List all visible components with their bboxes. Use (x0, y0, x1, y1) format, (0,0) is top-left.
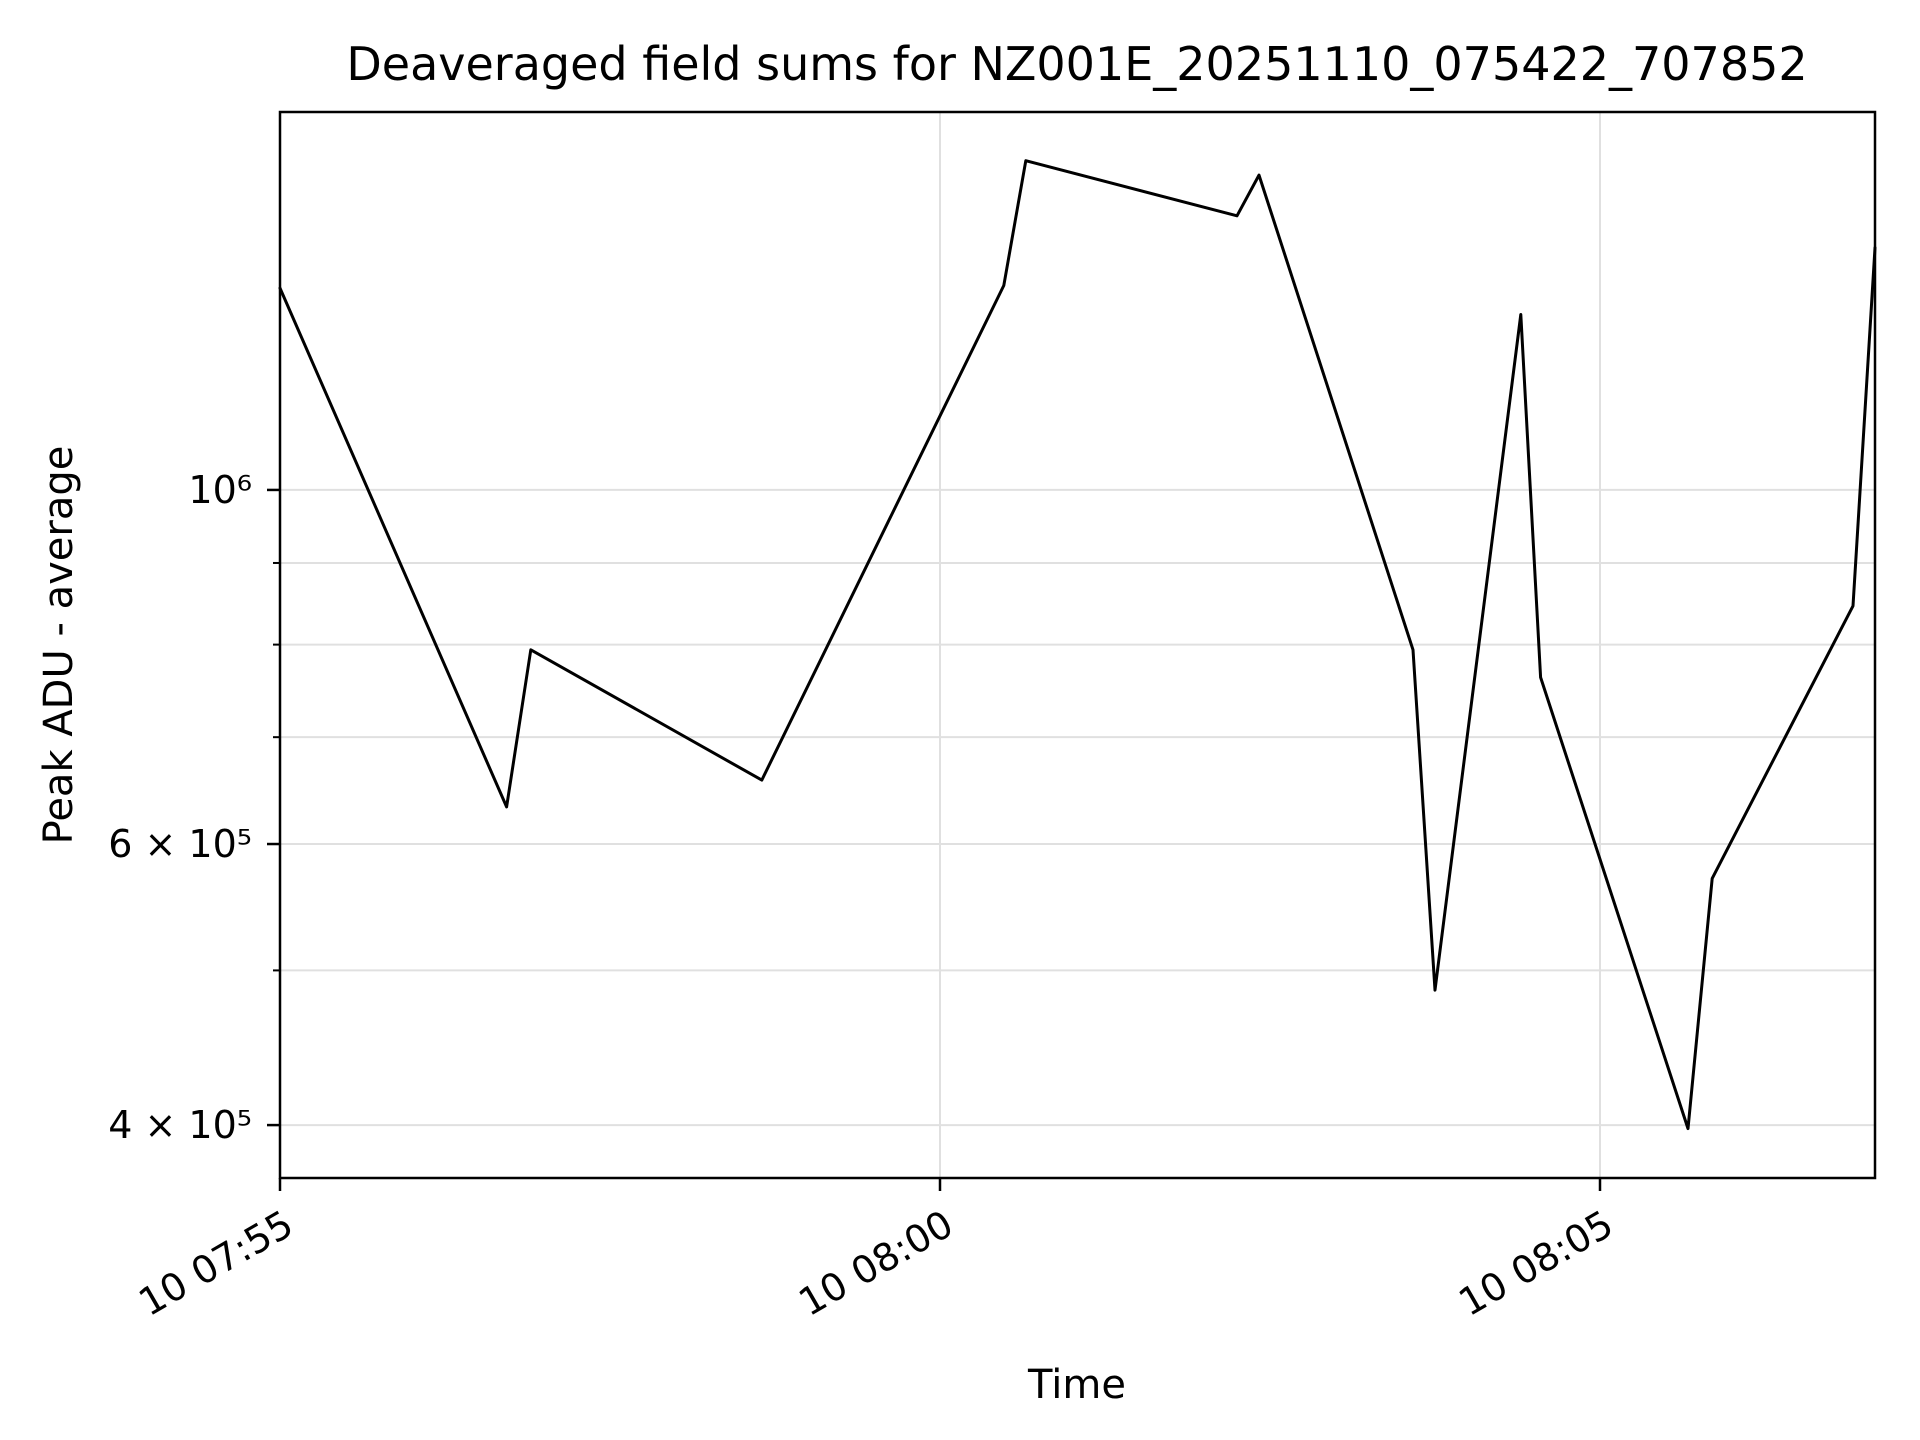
axis-ticks (267, 488, 1602, 1191)
x-tick-label: 10 08:00 (791, 1202, 960, 1325)
tick-labels: 10⁶ 6 × 10⁵ 4 × 10⁵ 10 07:55 10 08:00 10 08:0… (108, 468, 1620, 1325)
x-tick-label: 10 08:05 (1451, 1202, 1620, 1325)
chart-title: Deaveraged field sums for NZ001E_2025111… (346, 37, 1807, 91)
y-axis-label: Peak ADU - average (36, 446, 82, 845)
y-tick-label: 10⁶ (188, 468, 252, 512)
data-series-line (278, 159, 1877, 1131)
y-tick-label: 4 × 10⁵ (108, 1103, 252, 1147)
gridlines (280, 112, 1875, 1178)
data-series (278, 159, 1877, 1131)
x-axis-label: Time (1027, 1362, 1126, 1408)
x-tick-label: 10 07:55 (131, 1202, 300, 1325)
y-tick-label: 6 × 10⁵ (108, 822, 252, 866)
